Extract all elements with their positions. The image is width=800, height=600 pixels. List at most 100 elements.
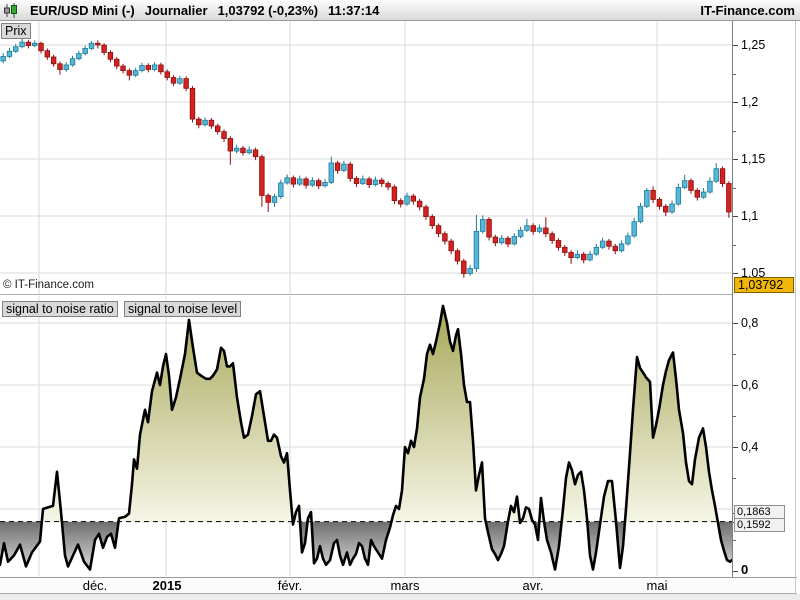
tab-signal-to-noise-level[interactable]: signal to noise level bbox=[124, 301, 242, 317]
candle-body bbox=[69, 58, 76, 66]
candle-body bbox=[492, 236, 499, 244]
instrument-name[interactable]: EUR/USD Mini (-) bbox=[30, 2, 135, 18]
candle-body bbox=[202, 119, 208, 126]
indicator-line bbox=[0, 304, 732, 571]
candlestick-icon bbox=[3, 2, 20, 18]
candle-body bbox=[334, 162, 341, 171]
time-axis-label-mars: mars bbox=[390, 578, 420, 593]
candle-body bbox=[637, 205, 644, 223]
candle-body bbox=[625, 235, 631, 245]
candle-body bbox=[215, 125, 221, 133]
candle-body bbox=[416, 200, 423, 208]
candle-body bbox=[423, 206, 429, 217]
candle-body bbox=[322, 181, 328, 187]
candle-body bbox=[151, 64, 158, 70]
candle-body bbox=[568, 252, 574, 259]
title-bar: EUR/USD Mini (-) Journalier 1,03792 (-0,… bbox=[0, 0, 800, 21]
candle-body bbox=[467, 268, 473, 274]
candle-body bbox=[448, 240, 454, 252]
axis-tick bbox=[733, 354, 736, 355]
candle-body bbox=[57, 63, 63, 70]
candle-body bbox=[170, 77, 177, 84]
candle-body bbox=[663, 205, 669, 213]
axis-label: 1,1 bbox=[741, 209, 759, 223]
axis-label: 1,05 bbox=[741, 266, 766, 280]
candle-body bbox=[95, 42, 101, 46]
candle-body bbox=[353, 177, 360, 184]
candle-body bbox=[385, 183, 391, 188]
indicator-chart-plot[interactable] bbox=[0, 296, 732, 577]
candle-body bbox=[347, 163, 353, 179]
candle-body bbox=[32, 42, 38, 46]
time-axis-label-fvr: févr. bbox=[277, 578, 303, 593]
candle-body bbox=[189, 87, 196, 120]
candle-body bbox=[177, 78, 183, 84]
candle-body bbox=[536, 227, 543, 232]
watermark: © IT-Finance.com bbox=[3, 279, 94, 291]
candle-body bbox=[454, 250, 461, 262]
candle-body bbox=[265, 195, 271, 203]
time-axis-label-2015: 2015 bbox=[152, 578, 182, 593]
candle-body bbox=[120, 65, 126, 72]
tab-prix[interactable]: Prix bbox=[1, 23, 31, 39]
clock: 11:37:14 bbox=[328, 2, 380, 18]
candle-body bbox=[631, 221, 637, 237]
candle-body bbox=[562, 246, 568, 253]
candle-body bbox=[606, 240, 612, 247]
candle-body bbox=[183, 78, 189, 89]
axis-label: 0 bbox=[741, 562, 749, 577]
axis-tick bbox=[733, 416, 736, 417]
candle-body bbox=[473, 230, 480, 269]
candle-body bbox=[196, 118, 202, 126]
level-label-lower: 0,1592 bbox=[734, 518, 785, 532]
window-right-edge bbox=[795, 21, 796, 594]
axis-tick bbox=[733, 447, 738, 448]
candle-body bbox=[700, 191, 707, 198]
candle-body bbox=[480, 219, 486, 232]
candle-body bbox=[252, 149, 259, 158]
candle-body bbox=[726, 183, 732, 213]
axis-tick bbox=[733, 102, 738, 103]
time-axis-label-mai: mai bbox=[646, 578, 668, 593]
candle-body bbox=[259, 156, 265, 196]
timeframe-label[interactable]: Journalier bbox=[144, 2, 208, 18]
tab-signal-to-noise-ratio[interactable]: signal to noise ratio bbox=[2, 301, 118, 317]
candle-body bbox=[517, 229, 524, 237]
axis-label: 1,2 bbox=[741, 95, 759, 109]
candle-body bbox=[246, 149, 252, 154]
candle-body bbox=[208, 119, 215, 127]
candle-body bbox=[145, 65, 151, 70]
area-below-threshold bbox=[0, 521, 732, 570]
axis-tick bbox=[733, 130, 736, 132]
candle-body bbox=[101, 44, 107, 53]
candle-body bbox=[404, 195, 410, 205]
candle-body bbox=[164, 71, 170, 78]
axis-tick bbox=[733, 273, 738, 274]
candle-body bbox=[656, 199, 663, 207]
price-chart-plot[interactable] bbox=[0, 21, 732, 294]
window-bottom-filler bbox=[0, 594, 800, 600]
candle-body bbox=[511, 236, 517, 245]
time-axis[interactable]: déc. 2015 févr. mars avr. mai bbox=[0, 577, 797, 594]
candle-body bbox=[410, 195, 417, 202]
candle-body bbox=[587, 253, 593, 261]
candle-body bbox=[240, 147, 246, 154]
candle-body bbox=[505, 237, 511, 245]
axis-tick bbox=[733, 45, 738, 46]
candle-body bbox=[227, 138, 234, 152]
candle-body bbox=[25, 41, 32, 46]
candle-body bbox=[372, 179, 379, 186]
candle-body bbox=[555, 240, 562, 248]
candle-body bbox=[303, 178, 309, 186]
brand-logo: IT-Finance.com bbox=[700, 2, 795, 18]
candle-body bbox=[19, 41, 25, 48]
candle-body bbox=[599, 240, 606, 248]
candle-body bbox=[461, 260, 467, 274]
price-axis[interactable]: 1,03792 0,1863 0,1592 1,25 1,2 1,15 1,1 1,05… bbox=[732, 21, 800, 577]
candle-body bbox=[221, 131, 227, 139]
candle-body bbox=[486, 219, 492, 238]
axis-tick bbox=[733, 216, 738, 217]
candle-body bbox=[360, 178, 366, 184]
axis-tick bbox=[733, 540, 736, 541]
candle-body bbox=[139, 65, 145, 72]
